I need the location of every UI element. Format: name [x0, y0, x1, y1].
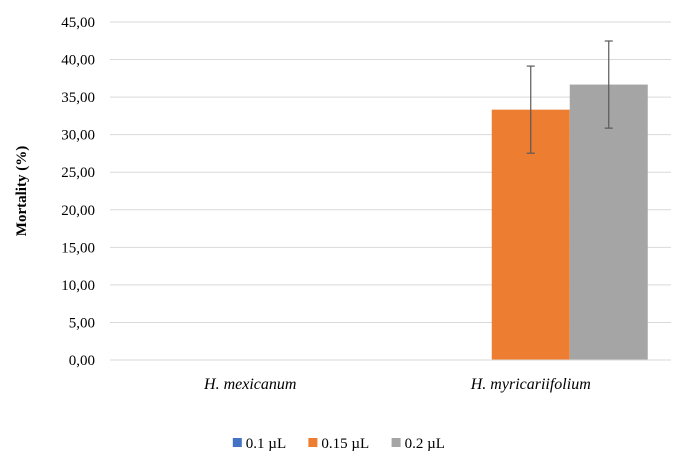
y-tick-label: 40,00	[61, 53, 95, 69]
y-axis-ticks: 0,00 5,00 10,00 15,00 20,00 25,00 30,00 35,00 40…	[61, 15, 95, 369]
y-tick-label: 0,00	[69, 353, 95, 369]
y-tick-label: 5,00	[69, 315, 95, 331]
legend-item-1: 0.1 µL	[232, 436, 286, 452]
bars	[491, 84, 648, 360]
x-category-label: H. mexicanum	[203, 376, 296, 393]
x-axis-categories: H. mexicanum H. myricariifolium	[203, 376, 591, 393]
y-tick-label: 30,00	[61, 128, 95, 144]
legend-swatch	[232, 438, 242, 447]
y-tick-label: 35,00	[61, 90, 95, 106]
y-tick-label: 10,00	[61, 278, 95, 294]
y-tick-label: 20,00	[61, 203, 95, 219]
y-tick-label: 45,00	[61, 15, 95, 31]
bar-3-2	[569, 84, 648, 360]
legend: 0.1 µL 0.15 µL 0.2 µL	[232, 436, 445, 452]
gridlines	[110, 21, 671, 323]
x-category-label: H. myricariifolium	[470, 376, 591, 393]
y-axis-title: Mortality (%)	[14, 146, 30, 236]
legend-label: 0.2 µL	[405, 436, 445, 452]
legend-swatch	[308, 438, 318, 447]
y-tick-label: 25,00	[61, 165, 95, 181]
legend-item-3: 0.2 µL	[391, 436, 445, 452]
legend-item-2: 0.15 µL	[308, 436, 369, 452]
legend-label: 0.1 µL	[246, 436, 286, 452]
legend-swatch	[391, 438, 401, 447]
legend-label: 0.15 µL	[321, 436, 369, 452]
y-tick-label: 15,00	[61, 240, 95, 256]
error-bars	[526, 40, 613, 154]
